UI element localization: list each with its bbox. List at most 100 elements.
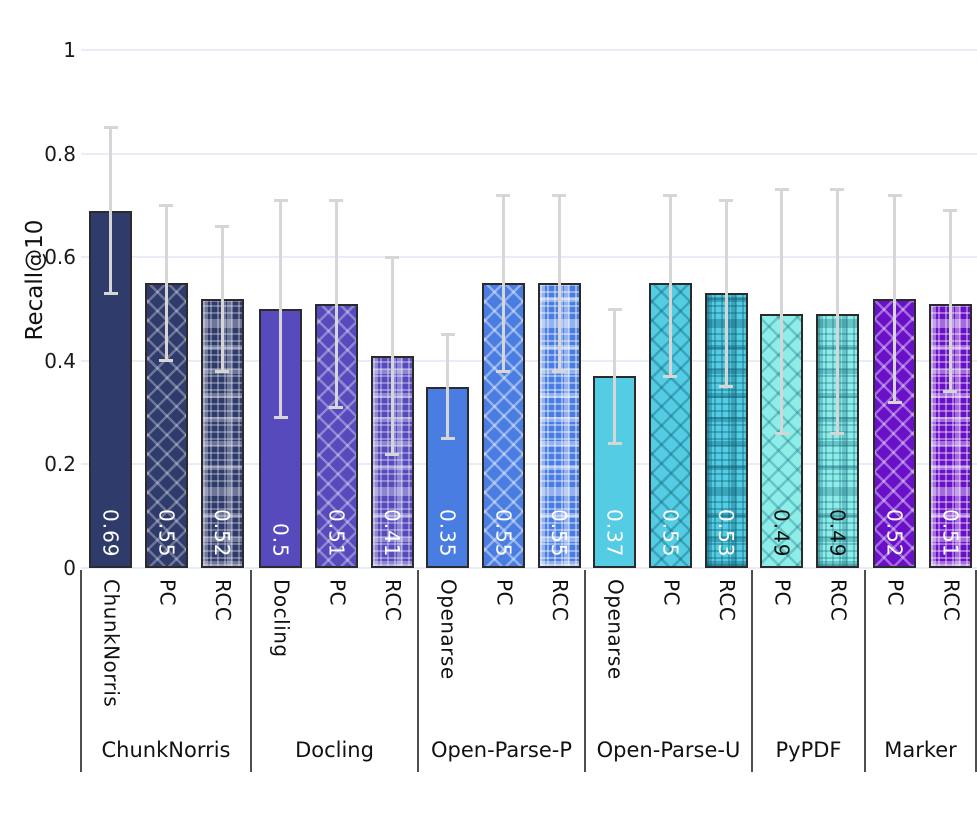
bar[interactable]: 0.52 bbox=[200, 298, 244, 568]
x-tick-label: RCC bbox=[548, 579, 573, 622]
bar-value-label: 0.55 bbox=[154, 509, 179, 558]
error-bar-cap bbox=[552, 193, 567, 197]
error-bar bbox=[613, 309, 616, 444]
error-bar-cap bbox=[607, 307, 622, 311]
bar-value-label: 0.53 bbox=[714, 509, 739, 558]
group-divider bbox=[250, 570, 252, 772]
error-bar bbox=[109, 127, 112, 294]
gridline bbox=[81, 256, 977, 259]
error-bar-cap bbox=[496, 193, 511, 197]
error-bar-cap bbox=[774, 431, 789, 435]
y-tick-label: 1 bbox=[63, 38, 76, 62]
error-bar bbox=[835, 189, 839, 434]
gridline bbox=[81, 359, 977, 362]
error-bar-cap bbox=[103, 291, 118, 295]
error-bar-cap bbox=[663, 374, 678, 378]
x-tick-label: PC bbox=[883, 579, 908, 607]
group-divider bbox=[80, 570, 82, 772]
group-label: Open-Parse-U bbox=[596, 738, 741, 762]
bar[interactable]: 0.37 bbox=[593, 376, 636, 568]
error-bar-cap bbox=[215, 369, 230, 373]
bar-value-label: 0.41 bbox=[380, 509, 405, 558]
gridline bbox=[81, 567, 977, 569]
error-bar-cap bbox=[663, 193, 678, 197]
x-tick-label: PC bbox=[492, 579, 517, 607]
bar-value-label: 0.49 bbox=[769, 509, 794, 558]
bar-value-label: 0.5 bbox=[268, 523, 293, 558]
error-bar bbox=[501, 195, 505, 372]
bar-value-label: 0.37 bbox=[602, 509, 627, 558]
bar-value-label: 0.35 bbox=[435, 509, 460, 558]
y-tick-label: 0.6 bbox=[44, 245, 76, 270]
bar-value-label: 0.49 bbox=[825, 509, 850, 558]
bar[interactable]: 0.51 bbox=[928, 303, 972, 568]
x-tick-label: RCC bbox=[939, 579, 964, 622]
bar[interactable]: 0.55 bbox=[144, 283, 188, 568]
error-bar bbox=[220, 226, 224, 372]
x-tick-label: RCC bbox=[715, 579, 740, 622]
x-tick-label: PC bbox=[659, 579, 684, 607]
group-divider bbox=[417, 570, 419, 772]
x-tick-label: PC bbox=[770, 579, 795, 607]
error-bar bbox=[164, 205, 168, 361]
error-bar-cap bbox=[159, 203, 174, 207]
error-bar bbox=[279, 200, 282, 418]
error-bar-cap bbox=[159, 359, 174, 363]
y-tick-label: 0.4 bbox=[44, 348, 76, 373]
error-bar-cap bbox=[887, 400, 902, 404]
error-bar-cap bbox=[607, 442, 622, 446]
error-bar-cap bbox=[385, 255, 400, 259]
error-bar-cap bbox=[943, 390, 958, 394]
y-tick-label: 0 bbox=[63, 556, 76, 580]
error-bar-cap bbox=[719, 385, 734, 389]
bar-value-label: 0.55 bbox=[547, 509, 572, 558]
bar-value-label: 0.55 bbox=[658, 509, 683, 558]
y-axis-title: Recall@10 bbox=[22, 219, 48, 341]
x-tick-label: RCC bbox=[381, 579, 406, 622]
bar[interactable]: 0.41 bbox=[370, 355, 414, 568]
error-bar-cap bbox=[273, 198, 288, 202]
x-tick-label: Docling bbox=[269, 579, 294, 658]
bar[interactable]: 0.69 bbox=[89, 210, 132, 568]
error-bar-cap bbox=[719, 198, 734, 202]
error-bar bbox=[893, 195, 896, 403]
x-tick-label: RCC bbox=[826, 579, 851, 622]
group-divider bbox=[584, 570, 586, 772]
group-label: Open-Parse-P bbox=[431, 738, 572, 762]
bar-value-label: 0.55 bbox=[491, 509, 516, 558]
y-tick-label: 0.8 bbox=[44, 141, 76, 166]
x-tick-label: RCC bbox=[211, 579, 236, 622]
error-bar bbox=[446, 334, 449, 439]
gridline bbox=[81, 463, 977, 466]
group-divider bbox=[975, 570, 977, 772]
error-bar-cap bbox=[440, 333, 455, 337]
x-tick-label: PC bbox=[155, 579, 180, 607]
group-label: ChunkNorris bbox=[101, 738, 231, 762]
error-bar-cap bbox=[830, 431, 845, 435]
group-divider bbox=[864, 570, 866, 772]
error-bar-cap bbox=[103, 126, 118, 130]
y-tick-label: 0.2 bbox=[44, 452, 76, 477]
group-label: Marker bbox=[884, 738, 957, 762]
error-bar-cap bbox=[552, 369, 567, 373]
error-bar-cap bbox=[496, 369, 511, 373]
error-bar-cap bbox=[273, 416, 288, 420]
error-bar-cap bbox=[943, 209, 958, 213]
error-bar-cap bbox=[440, 437, 455, 440]
error-bar bbox=[668, 195, 672, 377]
error-bar-cap bbox=[385, 452, 400, 456]
error-bar-cap bbox=[329, 198, 344, 202]
error-bar bbox=[780, 189, 783, 434]
error-bar-cap bbox=[215, 224, 230, 228]
error-bar-cap bbox=[774, 188, 789, 192]
error-bar-cap bbox=[329, 405, 344, 409]
error-bar bbox=[334, 200, 338, 408]
bar-value-label: 0.69 bbox=[98, 509, 123, 558]
error-bar-cap bbox=[830, 188, 845, 192]
x-tick-label: Openarse bbox=[436, 579, 461, 680]
bar[interactable]: 0.55 bbox=[537, 283, 581, 568]
x-tick-label: ChunkNorris bbox=[99, 579, 124, 708]
x-tick-label: Openarse bbox=[603, 579, 628, 680]
error-bar-cap bbox=[887, 193, 902, 197]
